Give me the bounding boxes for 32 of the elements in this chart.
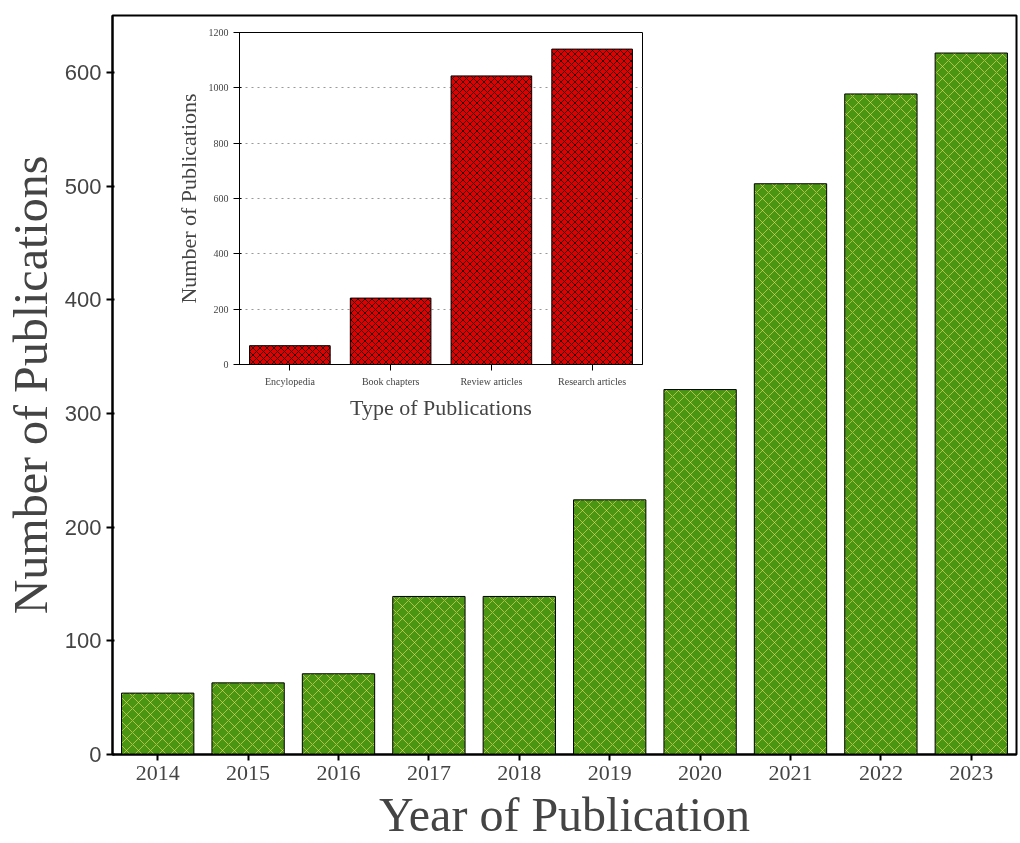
y-axis-title: Number of Publications: [175, 93, 201, 304]
y-tick-label: 200: [64, 514, 102, 540]
x-tick-label: 2018: [497, 759, 542, 785]
y-tick-label: 600: [64, 59, 102, 85]
y-tick-label: 1000: [208, 82, 229, 94]
y-tick-label: 300: [64, 400, 102, 426]
x-tick-label: 2019: [587, 759, 632, 785]
x-tick-label: 2022: [858, 759, 903, 785]
x-tick-label: Book chapters: [361, 375, 420, 387]
y-tick-label: 0: [89, 742, 102, 767]
x-tick-label: 2014: [135, 759, 180, 785]
x-tick-label: Encylopedia: [264, 375, 316, 387]
y-tick-label: 100: [64, 628, 102, 654]
y-tick-label: 400: [213, 248, 229, 260]
x-tick-label: 2021: [768, 759, 813, 785]
x-tick-label: Research articles: [558, 375, 627, 387]
y-tick-label: 500: [64, 173, 102, 199]
x-tick-label: 2023: [949, 759, 994, 785]
x-axis-title: Type of Publications: [350, 394, 532, 420]
x-axis-title: Year of Publication: [378, 787, 751, 841]
y-tick-label: 0: [223, 359, 229, 370]
y-tick-label: 600: [213, 193, 229, 204]
x-tick-label: Review articles: [460, 375, 523, 387]
y-tick-label: 800: [213, 137, 229, 149]
y-tick-label: 400: [64, 287, 102, 313]
y-axis-title: Number of Publications: [3, 155, 57, 615]
x-tick-label: 2015: [226, 759, 271, 785]
x-tick-label: 2017: [406, 759, 451, 785]
x-tick-label: 2020: [678, 759, 723, 785]
y-tick-label: 1200: [208, 27, 229, 38]
y-tick-label: 200: [213, 303, 229, 315]
x-tick-label: 2016: [316, 759, 361, 785]
